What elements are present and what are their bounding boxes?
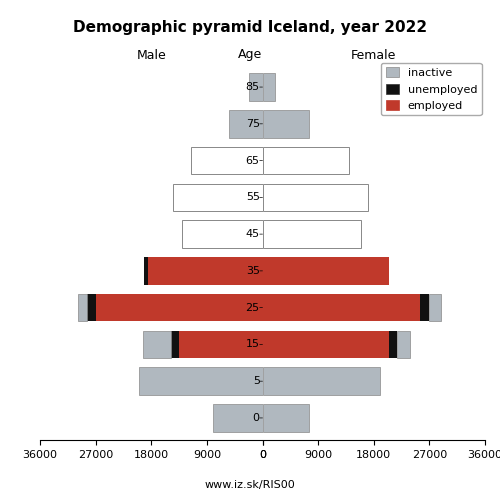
- Bar: [397, 330, 409, 358]
- Text: 85: 85: [246, 82, 260, 92]
- Bar: [262, 368, 380, 395]
- Bar: [173, 184, 262, 211]
- Bar: [262, 294, 420, 322]
- Text: 75: 75: [246, 119, 260, 129]
- Bar: [96, 294, 262, 322]
- Bar: [148, 257, 262, 284]
- Bar: [139, 368, 262, 395]
- Bar: [262, 110, 309, 138]
- Bar: [179, 330, 262, 358]
- Text: 65: 65: [246, 156, 260, 166]
- Bar: [389, 330, 397, 358]
- Bar: [262, 74, 275, 101]
- Text: www.iz.sk/RIS00: www.iz.sk/RIS00: [204, 480, 296, 490]
- Bar: [420, 294, 429, 322]
- Bar: [171, 330, 179, 358]
- Title: Male: Male: [136, 50, 166, 62]
- Text: 0: 0: [252, 413, 260, 423]
- Legend: inactive, unemployed, employed: inactive, unemployed, employed: [381, 63, 482, 116]
- Bar: [143, 330, 171, 358]
- Text: 45: 45: [246, 229, 260, 239]
- Bar: [228, 110, 262, 138]
- Text: Demographic pyramid Iceland, year 2022: Demographic pyramid Iceland, year 2022: [73, 20, 427, 35]
- Text: 5: 5: [252, 376, 260, 386]
- Text: 15: 15: [246, 340, 260, 349]
- Bar: [429, 294, 441, 322]
- Bar: [192, 147, 262, 174]
- Bar: [262, 184, 368, 211]
- Bar: [249, 74, 262, 101]
- Bar: [262, 404, 309, 431]
- Text: Age: Age: [238, 48, 262, 61]
- Bar: [213, 404, 262, 431]
- Bar: [262, 147, 349, 174]
- Text: 35: 35: [246, 266, 260, 276]
- Bar: [262, 330, 389, 358]
- Bar: [262, 257, 389, 284]
- Text: 55: 55: [246, 192, 260, 202]
- Bar: [87, 294, 96, 322]
- Bar: [78, 294, 87, 322]
- Bar: [182, 220, 262, 248]
- Bar: [262, 220, 362, 248]
- Bar: [144, 257, 148, 284]
- Title: Female: Female: [351, 50, 397, 62]
- Text: 25: 25: [246, 302, 260, 312]
